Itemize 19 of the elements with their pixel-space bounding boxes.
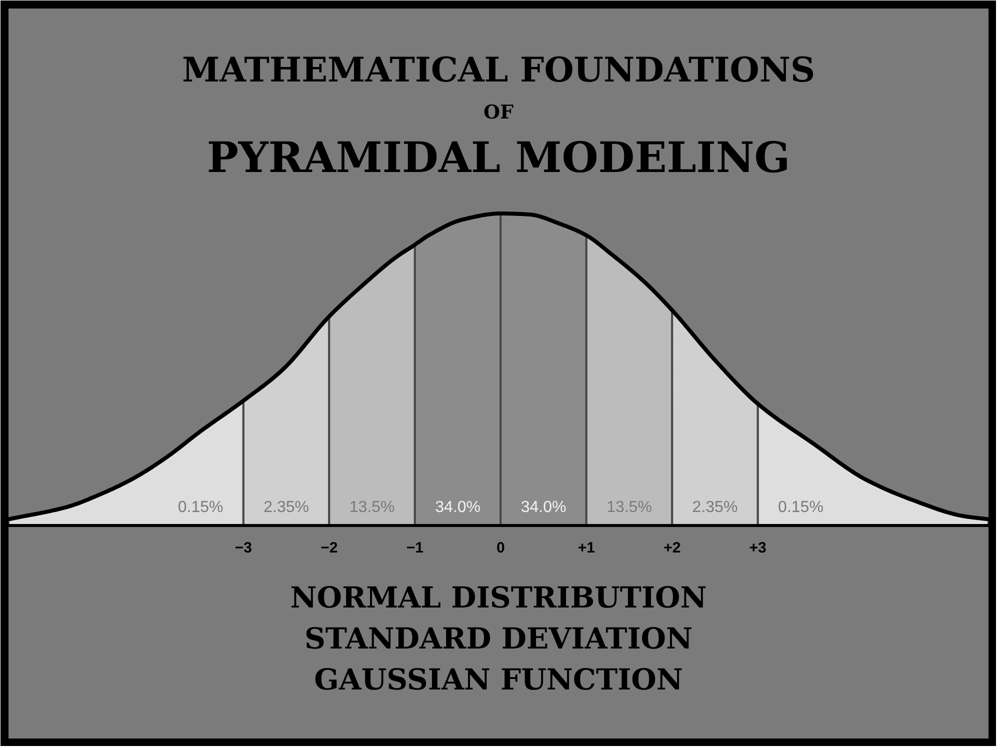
series-label: 13.5% [349, 499, 395, 516]
series-label: 2.35% [264, 499, 309, 516]
series-label: 0.15% [778, 499, 824, 516]
x-tick-label: +2 [664, 540, 681, 556]
chart-title: MATHEMATICAL FOUNDATIONS OF PYRAMIDAL MODELING [182, 50, 815, 182]
x-tick-label: 0 [496, 540, 505, 556]
x-tick-label: −1 [406, 540, 424, 556]
x-tick-label: −2 [320, 540, 338, 556]
x-tick-label: +1 [578, 540, 595, 556]
x-tick-label: +3 [749, 540, 766, 556]
text: STANDARD DEVIATION [304, 622, 693, 656]
series-label: 34.0% [520, 499, 566, 516]
series-label: 13.5% [606, 499, 652, 516]
series-label: 2.35% [692, 499, 738, 516]
text: GAUSSIAN FUNCTION [314, 662, 683, 696]
x-tick-label: −3 [234, 540, 252, 556]
text: NORMAL DISTRIBUTION [290, 580, 707, 614]
series-label: 0.15% [178, 499, 224, 516]
series-label: 34.0% [435, 499, 480, 516]
